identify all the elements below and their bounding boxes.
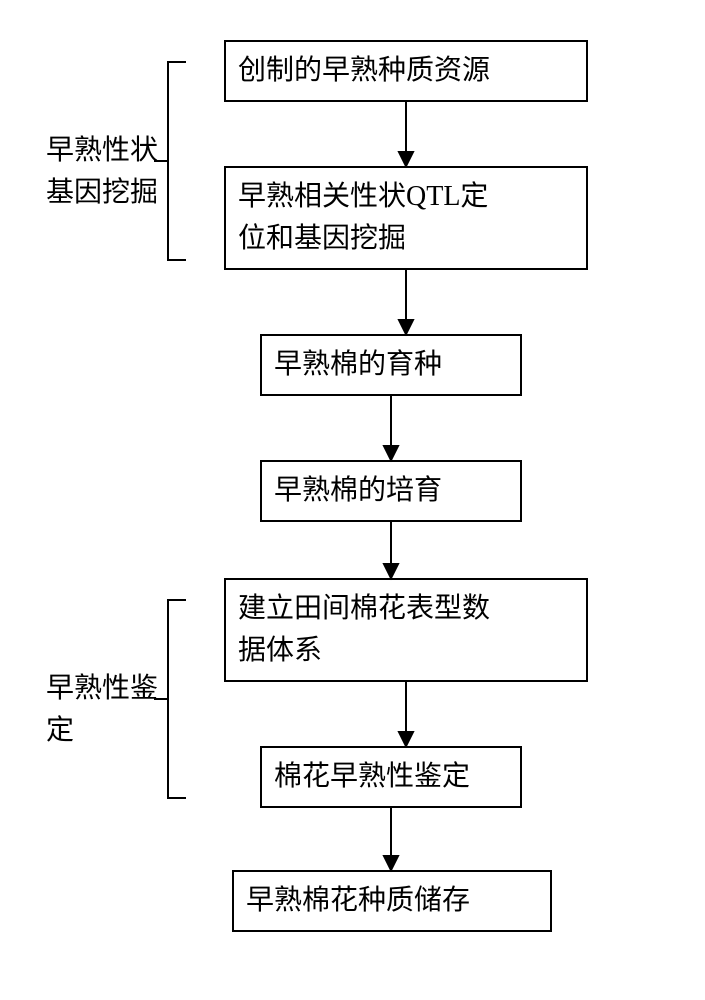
group-label-identification: 早熟性鉴 定 xyxy=(46,668,186,752)
group-label-gene-mining: 早熟性状 基因挖掘 xyxy=(46,130,186,214)
text-line: 早熟性状 xyxy=(46,135,158,166)
text-line: 建立田间棉花表型数 xyxy=(238,593,490,624)
text-line: 早熟性鉴 xyxy=(46,673,158,704)
box-text: 早熟棉的培育 xyxy=(274,475,442,506)
box-cultivation: 早熟棉的培育 xyxy=(260,460,522,522)
box-phenotype-system: 建立田间棉花表型数 据体系 xyxy=(224,578,588,682)
text-line: 早熟相关性状QTL定 xyxy=(238,181,488,212)
box-text: 早熟棉的育种 xyxy=(274,349,442,380)
text-line: 基因挖掘 xyxy=(46,177,158,208)
box-text: 创制的早熟种质资源 xyxy=(238,55,490,86)
box-maturity-id: 棉花早熟性鉴定 xyxy=(260,746,522,808)
box-text: 早熟棉花种质储存 xyxy=(246,885,470,916)
box-qtl-mapping: 早熟相关性状QTL定 位和基因挖掘 xyxy=(224,166,588,270)
box-text: 棉花早熟性鉴定 xyxy=(274,761,470,792)
text-line: 定 xyxy=(46,715,74,746)
text-line: 据体系 xyxy=(238,635,322,666)
box-germplasm-storage: 早熟棉花种质储存 xyxy=(232,870,552,932)
box-germplasm-resource: 创制的早熟种质资源 xyxy=(224,40,588,102)
box-breeding: 早熟棉的育种 xyxy=(260,334,522,396)
text-line: 位和基因挖掘 xyxy=(238,223,406,254)
